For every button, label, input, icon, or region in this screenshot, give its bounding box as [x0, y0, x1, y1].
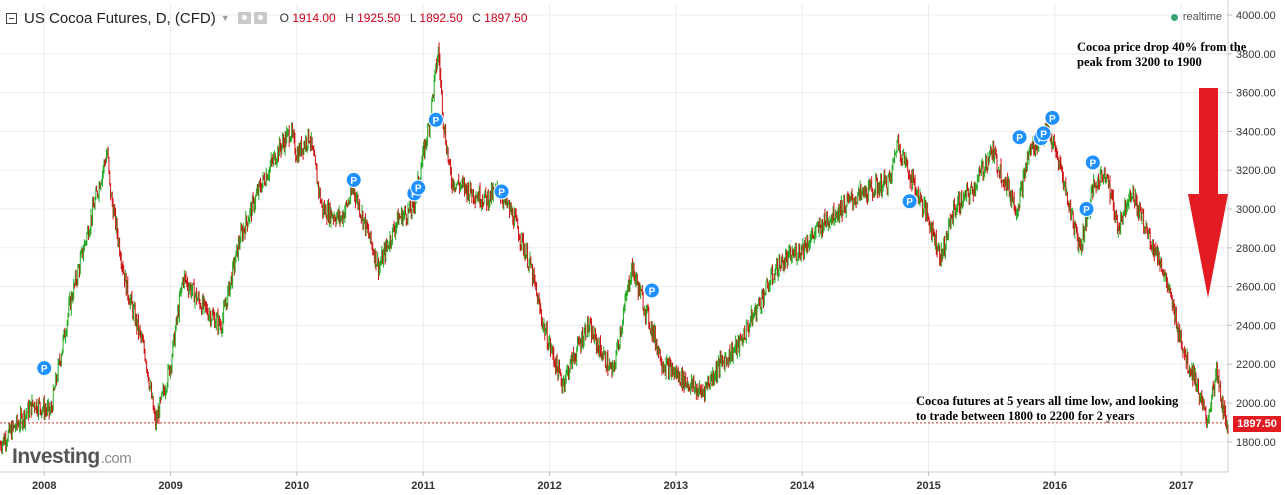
p-marker-circle	[493, 183, 510, 200]
x-tick-label: 2011	[411, 480, 435, 492]
p-marker-label: P	[41, 364, 48, 375]
p-marker-label: P	[1016, 133, 1023, 144]
p-marker-label: P	[498, 188, 505, 199]
chart-grid	[0, 4, 1228, 472]
x-tick-label: 2013	[664, 480, 688, 492]
y-tick-label: 3400.00	[1236, 126, 1276, 138]
p-marker-circle	[1044, 109, 1061, 126]
open-label: O	[279, 11, 289, 25]
x-tick-label: 2016	[1043, 480, 1067, 492]
p-marker-label: P	[1089, 158, 1096, 169]
p-marker-label: P	[1040, 129, 1047, 140]
p-markers: PPPPPPPPPPPPPP	[36, 109, 1101, 377]
p-marker: P	[36, 360, 53, 377]
annotation-low: Cocoa futures at 5 years all time low, a…	[916, 394, 1179, 423]
eye-icon[interactable]	[237, 12, 251, 24]
y-tick-label: 4000.00	[1236, 10, 1276, 22]
collapse-icon[interactable]	[6, 12, 17, 24]
p-marker: P	[410, 179, 427, 196]
x-tick-label: 2017	[1169, 480, 1193, 492]
p-marker-label: P	[906, 197, 913, 208]
p-marker: P	[345, 171, 362, 188]
low-value: 1892.50	[419, 11, 463, 25]
p-marker: P	[1011, 129, 1028, 146]
close-value: 1897.50	[484, 11, 528, 25]
y-tick-label: 2800.00	[1236, 243, 1276, 255]
ohlc-values: O 1914.00 H 1925.50 L 1892.50 C 1897.50	[280, 11, 534, 25]
p-marker: P	[1035, 125, 1052, 142]
x-tick-label: 2012	[537, 480, 561, 492]
chart-header: US Cocoa Futures, D, (CFD) ▼ O 1914.00 H…	[6, 9, 534, 27]
p-marker: P	[1044, 109, 1061, 126]
p-marker-label: P	[433, 116, 440, 127]
y-tick-label: 2000.00	[1236, 398, 1276, 410]
p-marker: P	[493, 183, 510, 200]
realtime-indicator: realtime	[1170, 11, 1222, 23]
down-arrow-annotation	[1188, 88, 1228, 298]
p-marker-label: P	[415, 184, 422, 195]
high-label: H	[345, 11, 354, 25]
instrument-title: US Cocoa Futures, D, (CFD)	[24, 9, 216, 27]
p-marker: P	[427, 111, 444, 128]
y-tick-label: 1800.00	[1236, 437, 1276, 449]
chevron-down-icon[interactable]: ▼	[220, 13, 230, 23]
y-tick-label: 2200.00	[1236, 359, 1276, 371]
p-marker-circle	[36, 360, 53, 377]
p-marker-circle	[345, 171, 362, 188]
x-tick-label: 2010	[285, 480, 309, 492]
p-marker-label: P	[1049, 114, 1056, 125]
p-marker-circle	[1084, 154, 1101, 171]
p-marker: P	[1084, 154, 1101, 171]
chart-axis	[0, 0, 1229, 473]
y-tick-label: 3800.00	[1236, 49, 1276, 61]
low-label: L	[409, 11, 417, 25]
logo-suffix: .com	[100, 450, 132, 467]
investing-logo: Investing.com	[12, 445, 132, 469]
p-marker-label: P	[411, 189, 418, 200]
p-marker: P	[1078, 201, 1095, 217]
p-marker-label: P	[649, 286, 656, 297]
close-label: C	[472, 11, 481, 25]
p-marker-label: P	[350, 176, 357, 187]
high-value: 1925.50	[357, 11, 401, 25]
x-tick-label: 2009	[158, 480, 182, 492]
p-marker-circle	[1011, 129, 1028, 146]
y-tick-label: 3600.00	[1236, 88, 1276, 100]
settings-icon[interactable]	[253, 12, 267, 24]
p-marker-circle	[427, 111, 444, 128]
p-marker-circle	[901, 193, 918, 210]
y-tick-label: 2600.00	[1236, 282, 1276, 294]
p-marker: P	[901, 193, 918, 210]
p-marker: P	[643, 282, 660, 299]
x-tick-label: 2015	[916, 480, 940, 492]
annotation-price-drop: Cocoa price drop 40% from the peak from …	[1077, 40, 1247, 69]
y-axis-labels: 4000.00 3800.00 3600.00 3400.00 3200.00 3000.…	[1228, 10, 1276, 449]
open-value: 1914.00	[292, 11, 336, 25]
y-tick-label: 3200.00	[1236, 165, 1276, 177]
p-marker-circle	[643, 282, 660, 299]
last-price-badge: 1897.50	[1233, 416, 1281, 432]
candlestick-series	[0, 42, 1229, 455]
p-marker-circle	[410, 179, 427, 196]
p-marker-circle	[1078, 201, 1095, 217]
x-tick-label: 2008	[32, 480, 56, 492]
y-tick-label: 2400.00	[1236, 320, 1276, 332]
x-axis-labels: 2008 2009 2010 2011 2012 2013 2014 2015 2016 2017	[32, 472, 1193, 492]
down-arrow-icon	[1188, 88, 1228, 298]
y-tick-label: 3000.00	[1236, 204, 1276, 216]
p-marker-circle	[1035, 125, 1052, 142]
x-tick-label: 2014	[790, 480, 815, 492]
logo-main: Investing	[12, 445, 100, 468]
status-dot-icon	[1170, 13, 1178, 21]
p-marker-label: P	[1083, 205, 1090, 216]
realtime-label: realtime	[1182, 11, 1222, 23]
